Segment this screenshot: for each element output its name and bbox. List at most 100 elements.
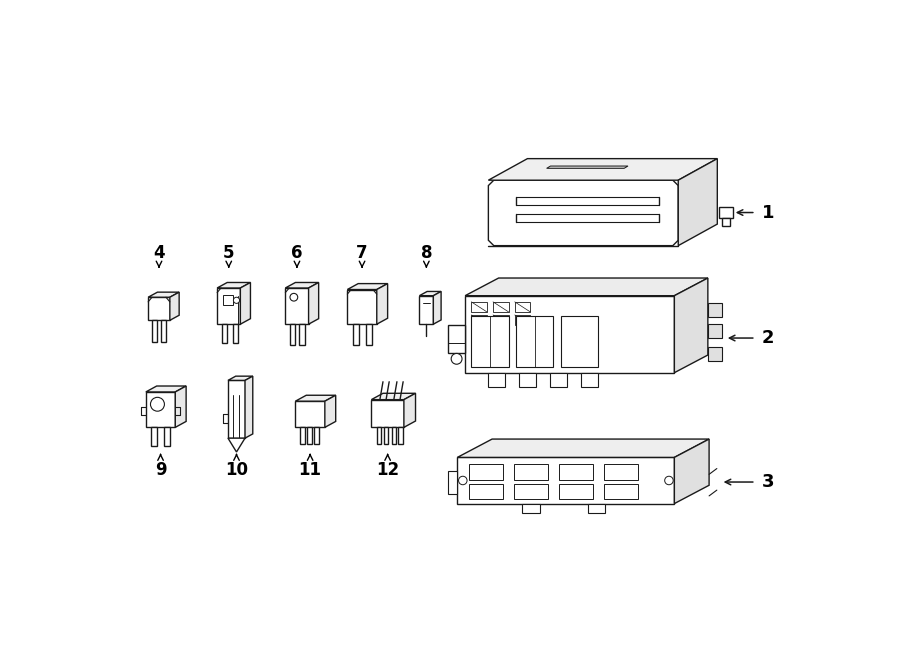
- Circle shape: [665, 477, 673, 485]
- Polygon shape: [228, 376, 253, 380]
- Polygon shape: [465, 295, 674, 373]
- Text: 6: 6: [292, 244, 302, 262]
- Text: 11: 11: [299, 461, 321, 479]
- Polygon shape: [514, 484, 548, 499]
- Polygon shape: [399, 428, 403, 444]
- Polygon shape: [546, 166, 628, 169]
- Polygon shape: [604, 484, 638, 499]
- Polygon shape: [517, 317, 554, 367]
- Polygon shape: [457, 439, 709, 457]
- Polygon shape: [519, 373, 536, 387]
- Polygon shape: [295, 395, 336, 401]
- Polygon shape: [161, 321, 166, 342]
- Polygon shape: [514, 464, 548, 480]
- Polygon shape: [290, 324, 295, 345]
- Polygon shape: [434, 292, 441, 324]
- Text: 7: 7: [356, 244, 368, 262]
- Polygon shape: [489, 373, 506, 387]
- Polygon shape: [472, 315, 487, 325]
- Text: 4: 4: [153, 244, 165, 262]
- Polygon shape: [722, 218, 730, 225]
- Polygon shape: [472, 317, 508, 367]
- Text: 2: 2: [762, 329, 774, 347]
- Polygon shape: [353, 324, 359, 345]
- Polygon shape: [708, 303, 722, 317]
- Circle shape: [150, 397, 165, 411]
- Polygon shape: [245, 376, 253, 438]
- Text: 8: 8: [420, 244, 432, 262]
- Polygon shape: [309, 282, 319, 324]
- Polygon shape: [221, 324, 227, 344]
- Polygon shape: [217, 288, 240, 324]
- Polygon shape: [562, 317, 598, 367]
- Polygon shape: [148, 297, 170, 321]
- Polygon shape: [377, 284, 388, 324]
- Polygon shape: [285, 288, 309, 324]
- Polygon shape: [300, 324, 305, 345]
- Polygon shape: [223, 295, 233, 305]
- Polygon shape: [448, 325, 465, 354]
- Polygon shape: [372, 400, 404, 428]
- Circle shape: [458, 477, 467, 485]
- Polygon shape: [392, 428, 396, 444]
- Polygon shape: [719, 207, 733, 218]
- Polygon shape: [523, 504, 539, 513]
- Text: 9: 9: [155, 461, 166, 479]
- Polygon shape: [515, 315, 530, 325]
- Text: 12: 12: [376, 461, 400, 479]
- Text: 1: 1: [762, 204, 774, 221]
- Circle shape: [290, 293, 298, 301]
- Polygon shape: [314, 428, 319, 444]
- Polygon shape: [228, 438, 245, 452]
- Polygon shape: [457, 457, 674, 504]
- Polygon shape: [366, 324, 372, 345]
- Polygon shape: [372, 393, 416, 400]
- Text: 10: 10: [225, 461, 248, 479]
- Text: 5: 5: [223, 244, 235, 262]
- Polygon shape: [217, 282, 250, 288]
- Polygon shape: [469, 484, 503, 499]
- Polygon shape: [679, 159, 717, 246]
- Polygon shape: [240, 282, 250, 324]
- Polygon shape: [404, 393, 416, 428]
- Polygon shape: [295, 401, 325, 428]
- Polygon shape: [493, 315, 508, 325]
- Polygon shape: [493, 302, 508, 312]
- Polygon shape: [148, 292, 179, 297]
- Polygon shape: [581, 373, 598, 387]
- Polygon shape: [152, 321, 157, 342]
- Polygon shape: [551, 373, 567, 387]
- Polygon shape: [708, 347, 722, 361]
- Polygon shape: [448, 471, 457, 494]
- Polygon shape: [377, 428, 382, 444]
- Polygon shape: [170, 292, 179, 321]
- Polygon shape: [228, 380, 245, 438]
- Polygon shape: [151, 428, 158, 446]
- Polygon shape: [559, 484, 593, 499]
- Polygon shape: [146, 386, 186, 392]
- Polygon shape: [674, 439, 709, 504]
- Polygon shape: [708, 324, 722, 338]
- Polygon shape: [419, 295, 434, 324]
- Polygon shape: [419, 292, 441, 295]
- Circle shape: [451, 354, 462, 364]
- Polygon shape: [472, 302, 487, 312]
- Polygon shape: [307, 428, 311, 444]
- Polygon shape: [146, 392, 176, 428]
- Polygon shape: [383, 428, 389, 444]
- Circle shape: [233, 297, 239, 303]
- Polygon shape: [232, 324, 238, 344]
- Polygon shape: [164, 428, 170, 446]
- Polygon shape: [325, 395, 336, 428]
- Polygon shape: [285, 282, 319, 288]
- Polygon shape: [674, 278, 708, 373]
- Polygon shape: [347, 290, 377, 324]
- Polygon shape: [604, 464, 638, 480]
- Polygon shape: [559, 464, 593, 480]
- Polygon shape: [347, 284, 388, 290]
- Polygon shape: [515, 302, 530, 312]
- Text: 3: 3: [762, 473, 774, 491]
- Polygon shape: [465, 278, 708, 295]
- Polygon shape: [176, 386, 186, 428]
- Polygon shape: [469, 464, 503, 480]
